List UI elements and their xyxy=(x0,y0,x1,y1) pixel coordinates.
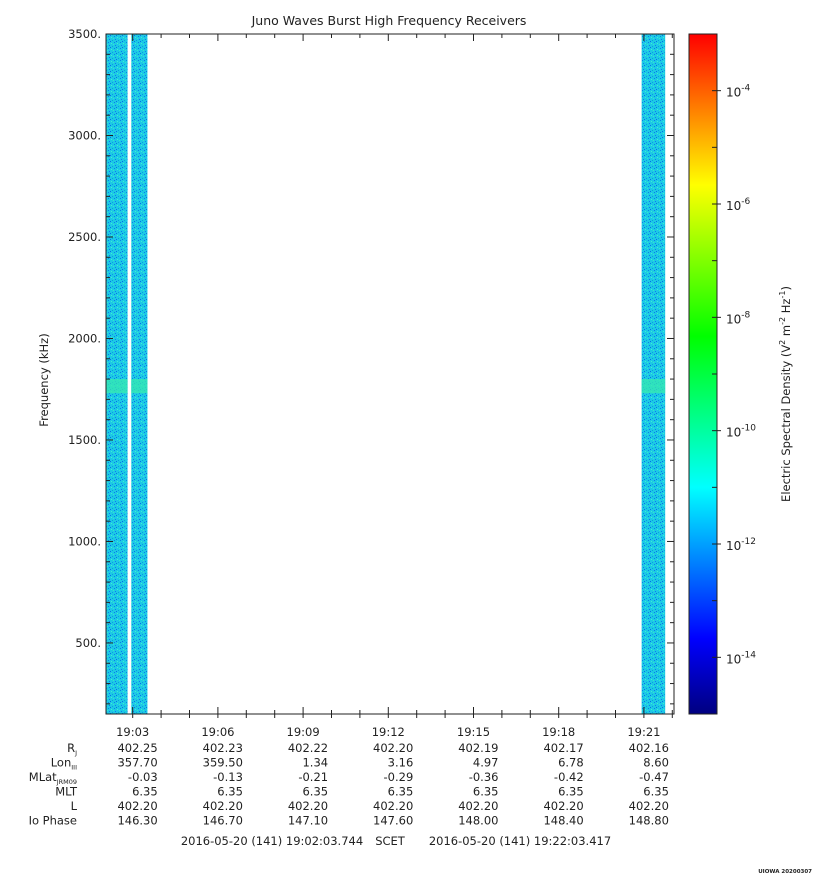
time-range-start: 2016-05-20 (141) 19:02:03.744 xyxy=(181,834,363,848)
y-tick-label: 1000. xyxy=(68,534,101,548)
ephemeris-value: 359.50 xyxy=(203,756,243,770)
time-range-end: 2016-05-20 (141) 19:22:03.417 xyxy=(429,834,611,848)
ephemeris-value: 3.16 xyxy=(388,756,414,770)
y-tick-label: 2000. xyxy=(68,331,101,345)
plot-frame xyxy=(105,33,675,715)
ephemeris-value: 6.35 xyxy=(643,785,669,799)
ephemeris-value: 4.97 xyxy=(473,756,499,770)
ephemeris-value: 402.19 xyxy=(458,741,498,755)
ephemeris-value: 402.20 xyxy=(458,799,498,813)
y-tick-label: 3000. xyxy=(68,128,101,142)
colorbar-tick-label: 10-12 xyxy=(726,537,756,553)
footer-stamp: UIOWA 20200307 xyxy=(758,869,812,875)
colorbar-label: Electric Spectral Density (V2 m-2 Hz-1) xyxy=(778,286,793,502)
ephemeris-value: 148.00 xyxy=(458,814,498,828)
x-axis: 19:03 19:06 19:09 19:12 19:15 19:18 19:21 xyxy=(116,34,673,739)
y-tick-label: 1500. xyxy=(68,433,101,447)
ephemeris-value: 147.10 xyxy=(288,814,328,828)
data-segment-2 xyxy=(641,34,666,714)
colorbar-tick-label: 10-10 xyxy=(726,424,756,440)
plot-background xyxy=(106,34,674,714)
ephemeris-row-label: MLT xyxy=(55,785,78,799)
ephemeris-value: 8.60 xyxy=(643,756,669,770)
ephemeris-value: -0.36 xyxy=(469,770,499,784)
time-range-label: SCET xyxy=(375,834,406,848)
ephemeris-value: 402.22 xyxy=(288,741,328,755)
enhanced-band-1 xyxy=(131,379,148,394)
ephemeris-value: 6.35 xyxy=(217,785,243,799)
ephemeris-value: 402.20 xyxy=(629,799,669,813)
enhanced-band-0 xyxy=(106,379,128,394)
ephemeris-row-label: LonIII xyxy=(51,756,77,772)
colorbar-tick-label: 10-4 xyxy=(726,84,751,100)
ephemeris-value: 148.80 xyxy=(629,814,669,828)
data-segments xyxy=(106,34,666,714)
colorbar-tick-label: 10-8 xyxy=(726,310,751,326)
ephemeris-value: 6.35 xyxy=(302,785,328,799)
x-tick-label: 19:18 xyxy=(542,725,575,739)
ephemeris-row-label: L xyxy=(71,799,78,813)
x-tick-label: 19:03 xyxy=(116,725,149,739)
ephemeris-value: 6.35 xyxy=(558,785,584,799)
ephemeris-value: 402.16 xyxy=(629,741,669,755)
ephemeris-value: 6.35 xyxy=(132,785,158,799)
colorbar: 10-14 10-12 10-10 10-8 10-6 10-4 Electric Spe… xyxy=(688,33,793,715)
ephemeris-table: RJ 402.25 402.23 402.22 402.20 402.19 402.17 40… xyxy=(29,741,669,828)
ephemeris-value: 402.20 xyxy=(203,799,243,813)
spectrogram-plot-area xyxy=(105,33,675,715)
x-tick-label: 19:06 xyxy=(201,725,234,739)
ephemeris-value: 147.60 xyxy=(373,814,413,828)
x-tick-label: 19:15 xyxy=(457,725,490,739)
x-tick-label: 19:12 xyxy=(372,725,405,739)
data-segment-1 xyxy=(131,34,148,714)
y-tick-label: 3500. xyxy=(68,27,101,41)
ephemeris-value: 6.35 xyxy=(473,785,499,799)
colorbar-ticks: 10-14 10-12 10-10 10-8 10-6 10-4 xyxy=(712,33,756,715)
chart-title: Juno Waves Burst High Frequency Receiver… xyxy=(251,13,527,28)
ephemeris-value: 402.20 xyxy=(373,741,413,755)
ephemeris-value: 402.20 xyxy=(117,799,157,813)
ephemeris-row-label: MLatJRM09 xyxy=(29,770,77,786)
ephemeris-value: -0.47 xyxy=(639,770,669,784)
ephemeris-value: -0.21 xyxy=(298,770,328,784)
colorbar-tick-label: 10-14 xyxy=(726,650,756,666)
ephemeris-value: 6.78 xyxy=(558,756,584,770)
ephemeris-value: -0.42 xyxy=(554,770,584,784)
x-tick-label: 19:21 xyxy=(627,725,660,739)
colorbar-tick-label: 10-6 xyxy=(726,197,751,213)
data-segment-0 xyxy=(106,34,128,714)
time-range-line: 2016-05-20 (141) 19:02:03.744 SCET 2016-… xyxy=(181,834,611,848)
ephemeris-value: 402.17 xyxy=(543,741,583,755)
ephemeris-value: 146.30 xyxy=(117,814,157,828)
ephemeris-value: -0.03 xyxy=(128,770,158,784)
enhanced-band-2 xyxy=(641,379,666,394)
y-tick-label: 2500. xyxy=(68,230,101,244)
ephemeris-value: 402.20 xyxy=(288,799,328,813)
y-axis-label: Frequency (kHz) xyxy=(37,333,51,426)
ephemeris-value: -0.29 xyxy=(384,770,414,784)
ephemeris-value: 146.70 xyxy=(203,814,243,828)
x-tick-label: 19:09 xyxy=(287,725,320,739)
ephemeris-value: -0.13 xyxy=(213,770,243,784)
ephemeris-value: 402.25 xyxy=(117,741,157,755)
ephemeris-value: 6.35 xyxy=(388,785,414,799)
ephemeris-row-label: Io Phase xyxy=(29,814,77,828)
ephemeris-value: 357.70 xyxy=(117,756,157,770)
ephemeris-value: 402.23 xyxy=(203,741,243,755)
ephemeris-value: 402.20 xyxy=(373,799,413,813)
ephemeris-value: 1.34 xyxy=(302,756,328,770)
ephemeris-value: 148.40 xyxy=(543,814,583,828)
ephemeris-value: 402.20 xyxy=(543,799,583,813)
y-axis: 500. 1000. 1500. 2000. 2500. 3000. 3500. xyxy=(68,27,674,705)
y-tick-label: 500. xyxy=(75,636,101,650)
ephemeris-row-label: RJ xyxy=(67,741,77,757)
